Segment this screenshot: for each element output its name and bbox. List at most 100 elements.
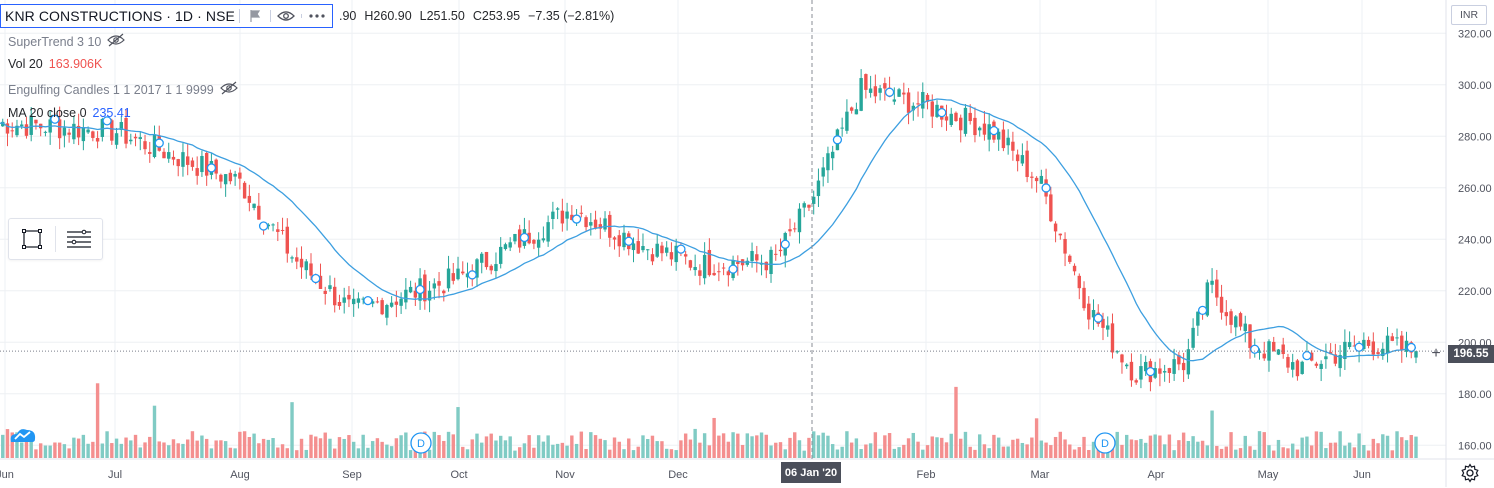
volume-bar (954, 386, 958, 458)
volume-bar (1120, 444, 1124, 458)
volume-bar (465, 449, 470, 458)
symbol-box[interactable]: KNR CONSTRUCTIONS · 1D · NSE (0, 4, 333, 28)
candle-body (72, 123, 76, 140)
volume-bar (1087, 449, 1091, 458)
candle-body (181, 152, 185, 167)
y-tick-label: 160.00 (1458, 440, 1492, 452)
candle-body (1, 121, 5, 127)
volume-bar (513, 450, 517, 458)
supertrend-legend[interactable]: SuperTrend 3 10 (8, 33, 126, 50)
volume-bar (29, 433, 33, 458)
volume-bar (503, 440, 508, 458)
volume-bar (451, 434, 455, 458)
volume-bar (1077, 447, 1081, 458)
symbol-text[interactable]: KNR CONSTRUCTIONS · 1D · NSE (5, 8, 235, 24)
settings-gear-icon[interactable] (1460, 463, 1480, 483)
volume-bar (489, 433, 493, 458)
candle-body (408, 286, 413, 293)
candle-body (660, 245, 664, 254)
candle-body (171, 156, 176, 160)
volume-bar (589, 432, 593, 458)
volume-bar (593, 435, 598, 458)
volume-bar (1091, 441, 1096, 458)
candle-body (1015, 154, 1020, 162)
candle-body (1030, 176, 1034, 178)
volume-bar (1409, 434, 1413, 458)
volume-bar (541, 441, 546, 458)
x-tick-label: Sep (342, 469, 362, 481)
candle-body (750, 251, 754, 262)
candle-body (1319, 363, 1323, 369)
rectangle-tool-icon[interactable] (9, 219, 55, 259)
candle-body (1129, 361, 1134, 381)
volume-bar (15, 432, 19, 458)
tradingview-logo-icon[interactable] (8, 425, 38, 445)
eye-hidden-icon[interactable] (107, 33, 126, 50)
candle-body (295, 257, 299, 262)
volume-bar (1063, 439, 1067, 458)
eye-hidden-icon[interactable] (219, 81, 238, 98)
candle-body (1167, 368, 1172, 374)
volume-bar (67, 448, 71, 458)
volume-bar (641, 435, 645, 458)
candle-body (641, 246, 645, 251)
candle-body (43, 131, 48, 133)
ohlc-low: L251.50 (419, 9, 465, 23)
volume-bar (266, 439, 271, 458)
candle-body (764, 261, 768, 271)
candle-body (845, 111, 849, 131)
engulfing-marker (989, 125, 999, 136)
volume-bar (897, 447, 901, 458)
y-tick-label: 220.00 (1458, 286, 1492, 298)
volume-bar (167, 445, 171, 458)
volume-bar (1243, 435, 1247, 458)
volume-bar (1338, 431, 1342, 458)
volume-bar (442, 440, 446, 458)
candle-body (1077, 275, 1081, 289)
candle-body (1404, 340, 1409, 352)
volume-bar (788, 437, 792, 458)
candle-body (664, 247, 669, 253)
currency-label[interactable]: INR (1451, 5, 1487, 25)
ma-value: 235.41 (92, 106, 131, 120)
candle-body (930, 101, 934, 117)
volume-bar (162, 442, 166, 458)
volume-bar (1262, 432, 1266, 458)
more-icon[interactable] (301, 14, 332, 18)
candle-body (1238, 313, 1243, 327)
engulfing-legend[interactable]: Engulfing Candles 1 1 2017 1 1 9999 (8, 81, 238, 98)
add-alert-plus-icon[interactable]: + (1431, 345, 1441, 362)
ohlc-high: H260.90 (364, 9, 412, 23)
engulfing-marker (102, 116, 112, 126)
volume-bar (475, 433, 479, 458)
volume-legend[interactable]: Vol 20 163.906K (8, 57, 102, 71)
candle-body (389, 302, 394, 307)
volume-bar (883, 435, 887, 458)
candle-body (570, 214, 574, 221)
candle-body (1143, 361, 1148, 372)
volume-bar (1404, 440, 1409, 458)
volume-bar (849, 442, 854, 458)
candle-body (674, 245, 678, 263)
flag-icon[interactable] (239, 9, 270, 23)
eye-icon[interactable] (270, 10, 301, 22)
volume-bar (1395, 431, 1399, 458)
ma-legend[interactable]: MA 20 close 0 235.41 (8, 106, 131, 120)
volume-bar (911, 432, 915, 458)
volume-bar (276, 447, 280, 458)
candle-body (1082, 287, 1086, 309)
candle-body (830, 151, 835, 159)
list-tool-icon[interactable] (56, 219, 102, 259)
volume-bar (366, 447, 370, 458)
candle-body (1257, 351, 1262, 353)
volume-bar (726, 441, 731, 458)
candle-body (347, 294, 351, 300)
drawing-toolbar (8, 218, 103, 260)
candle-body (902, 92, 906, 95)
candle-body (807, 204, 811, 208)
candle-body (176, 159, 180, 167)
candle-body (1272, 341, 1276, 352)
volume-bar (930, 436, 934, 458)
candle-body (812, 196, 816, 204)
